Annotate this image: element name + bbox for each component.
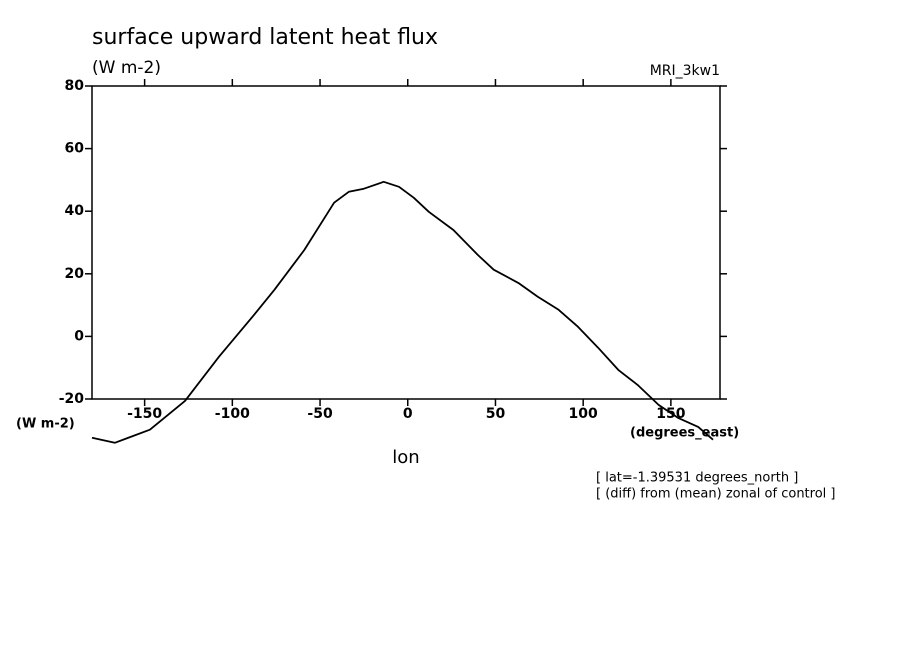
y-tick-label: 20 (65, 266, 85, 282)
y-tick-label: 60 (65, 141, 85, 157)
x-axis-label: lon (392, 447, 419, 468)
model-label: MRI_3kw1 (650, 63, 720, 79)
y-tick-label: 40 (65, 203, 85, 219)
y-tick-label: 0 (74, 328, 84, 344)
x-tick-label: 50 (486, 406, 506, 422)
x-units: (degrees_east) (630, 426, 739, 441)
x-tick-label: -100 (215, 406, 250, 422)
chart-title: surface upward latent heat flux (92, 25, 438, 50)
x-tick-label: -150 (127, 406, 162, 422)
x-tick-label: -50 (307, 406, 333, 422)
y-tick-label: -20 (59, 391, 85, 407)
x-tick-label: 100 (569, 406, 598, 422)
units-top: (W m-2) (92, 58, 161, 78)
data-line (91, 180, 714, 444)
units-left: (W m-2) (16, 417, 75, 432)
y-tick-label: 80 (65, 78, 85, 94)
note: [ (diff) from (mean) zonal of control ] (596, 487, 835, 502)
plot-frame (91, 85, 721, 400)
note: [ lat=-1.39531 degrees_north ] (596, 471, 798, 486)
x-tick-label: 0 (403, 406, 413, 422)
